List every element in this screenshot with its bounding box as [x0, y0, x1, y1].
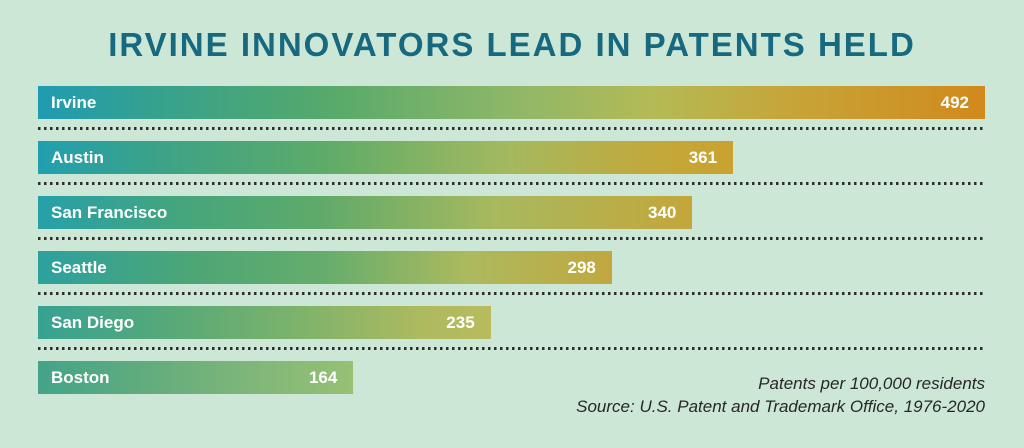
chart-title: IRVINE INNOVATORS LEAD IN PATENTS HELD: [108, 26, 916, 63]
footnote-units: Patents per 100,000 residents: [758, 374, 985, 393]
bar-seattle: Seattle 298: [38, 251, 612, 284]
bar-value-san-francisco: 340: [648, 202, 677, 222]
bar-irvine: Irvine 492: [38, 86, 985, 119]
dotted-separator: [38, 347, 985, 350]
bar-value-irvine: 492: [940, 92, 969, 112]
dotted-separator: [38, 127, 985, 130]
bar-value-seattle: 298: [567, 257, 596, 277]
bar-chart: Irvine 492 Austin 361 San Francisco 340 …: [38, 86, 985, 394]
footnote-source: Source: U.S. Patent and Trademark Office…: [576, 397, 985, 416]
footnote: Patents per 100,000 residents Source: U.…: [576, 372, 985, 418]
bar-label-boston: Boston: [51, 367, 110, 387]
bar-label-irvine: Irvine: [51, 92, 97, 112]
bar-label-san-francisco: San Francisco: [51, 202, 168, 222]
bar-san-diego: San Diego 235: [38, 306, 491, 339]
bar-austin: Austin 361: [38, 141, 734, 174]
bar-san-francisco: San Francisco 340: [38, 196, 693, 229]
dotted-separator: [38, 292, 985, 295]
dotted-separator: [38, 182, 985, 185]
bar-value-boston: 164: [308, 367, 338, 387]
bar-value-san-diego: 235: [446, 312, 475, 332]
bar-label-san-diego: San Diego: [51, 312, 135, 332]
bar-boston: Boston 164: [38, 361, 354, 394]
dotted-separator: [38, 237, 985, 240]
bar-label-seattle: Seattle: [51, 257, 107, 277]
bar-value-austin: 361: [688, 147, 718, 167]
bar-label-austin: Austin: [51, 147, 104, 167]
